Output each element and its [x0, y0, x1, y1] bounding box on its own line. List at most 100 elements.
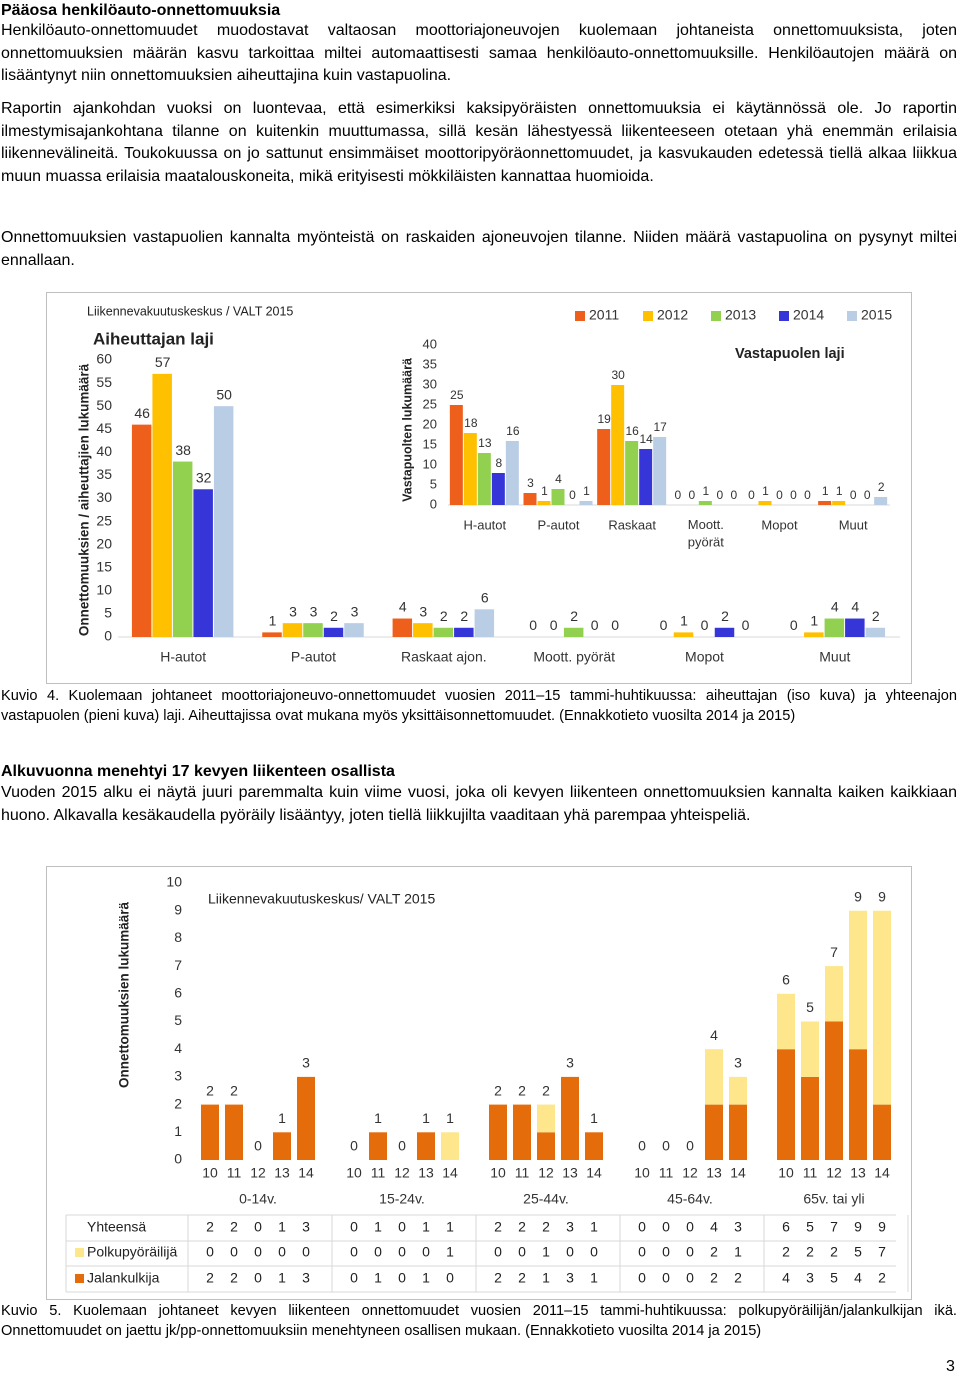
data-label: 0: [790, 617, 798, 633]
paragraph: Onnettomuuksien vastapuolien kannalta my…: [1, 229, 957, 269]
data-label: 2: [330, 608, 338, 624]
bar: [523, 493, 537, 505]
data-label: 1: [422, 1110, 430, 1126]
legend-swatch: [75, 1274, 84, 1283]
group-label: 65v. tai yli: [803, 1191, 864, 1207]
data-label: 1: [374, 1110, 382, 1126]
data-label: 50: [216, 386, 232, 402]
data-label: 4: [831, 599, 839, 615]
bar: [262, 632, 282, 637]
bar: [563, 627, 584, 637]
table-cell: 0: [494, 1244, 502, 1260]
data-label: 4: [399, 599, 407, 615]
x-tick-label: 14: [442, 1165, 458, 1181]
heading: Alkuvuonna menehtyi 17 kevyen liikenteen…: [1, 763, 395, 780]
bar-segment: [513, 1104, 531, 1160]
data-label: 3: [302, 1055, 310, 1071]
data-label: 0: [638, 1138, 646, 1154]
chart-title: Vastapuolen laji: [735, 346, 845, 362]
table-cell: 0: [566, 1244, 574, 1260]
bar-segment: [705, 1049, 723, 1105]
table-cell: 4: [710, 1219, 718, 1235]
bar: [625, 441, 639, 505]
table-cell: 0: [278, 1244, 286, 1260]
data-label: 2: [460, 608, 468, 624]
data-label: 0: [611, 617, 619, 633]
table-cell: 9: [878, 1219, 886, 1235]
x-tick-label: 14: [874, 1165, 890, 1181]
bar: [653, 437, 667, 505]
y-axis-label: Vastapuolten lukumäärä: [400, 358, 414, 502]
x-tick-label: 12: [826, 1165, 842, 1181]
table-cell: 3: [806, 1270, 814, 1286]
data-label: 0: [804, 488, 811, 502]
table-cell: 2: [206, 1270, 214, 1286]
x-tick-label: Moott. pyörät: [688, 517, 725, 550]
y-tick-label: 10: [96, 582, 112, 598]
table-cell: 2: [782, 1244, 790, 1260]
x-tick-label: Mopot: [685, 649, 724, 665]
table-cell: 0: [686, 1270, 694, 1286]
x-tick-label: H-autot: [464, 517, 507, 532]
y-tick-label: 15: [96, 558, 112, 574]
x-tick-label: 10: [778, 1165, 794, 1181]
bar-segment: [777, 1049, 795, 1160]
bar: [551, 489, 565, 505]
paragraph: Henkilöauto-onnettomuudet muodostavat va…: [1, 22, 957, 85]
table-cell: 1: [542, 1244, 550, 1260]
figure-frame: [46, 866, 912, 1300]
table-cell: 0: [254, 1219, 262, 1235]
data-label: 0: [660, 617, 668, 633]
bar: [454, 627, 474, 637]
table-cell: 1: [542, 1270, 550, 1286]
x-tick-label: 13: [706, 1165, 722, 1181]
table-cell: 0: [206, 1244, 214, 1260]
x-tick-label: H-autot: [160, 649, 206, 665]
paragraph: Raportin ajankohdan vuoksi on luontevaa,…: [1, 100, 957, 185]
bar-segment: [489, 1104, 507, 1160]
x-tick-label: 12: [250, 1165, 266, 1181]
table-cell: 1: [374, 1270, 382, 1286]
bar-segment: [417, 1132, 435, 1160]
table-cell: 1: [422, 1270, 430, 1286]
data-label: 9: [854, 888, 862, 904]
data-label: 46: [134, 405, 150, 421]
y-tick-label: 5: [430, 476, 437, 491]
table-cell: 2: [830, 1244, 838, 1260]
table-cell: 0: [350, 1270, 358, 1286]
data-label: 0: [529, 617, 537, 633]
y-tick-label: 25: [423, 396, 437, 411]
table-cell: 5: [806, 1219, 814, 1235]
figure-5: Liikennevakuutuskeskus/ VALT 2015 Onnetto…: [46, 866, 912, 1300]
x-tick-label: 11: [515, 1165, 530, 1181]
table-cell: 2: [494, 1270, 502, 1286]
data-label: 1: [278, 1110, 286, 1126]
y-tick-label: 5: [174, 1012, 182, 1028]
y-tick-label: 0: [104, 628, 112, 644]
y-tick-label: 7: [174, 957, 182, 973]
data-label: 14: [639, 432, 653, 446]
bar-segment: [873, 910, 891, 1105]
legend-label: 2013: [725, 307, 756, 323]
legend-swatch: [75, 1248, 84, 1257]
bar: [491, 473, 505, 505]
table-cell: 2: [230, 1270, 238, 1286]
table-cell: 3: [566, 1270, 574, 1286]
bar-segment: [225, 1104, 243, 1160]
y-tick-label: 4: [174, 1040, 182, 1056]
table-cell: 2: [494, 1219, 502, 1235]
data-label: 0: [776, 488, 783, 502]
bar-segment: [273, 1132, 291, 1160]
source: Liikennevakuutuskeskus/ VALT 2015: [208, 891, 435, 907]
y-tick-label: 3: [174, 1068, 182, 1084]
data-label: 30: [611, 368, 625, 382]
data-label: 57: [155, 354, 171, 370]
bar-segment: [369, 1132, 387, 1160]
bar: [832, 501, 846, 505]
table-cell: 1: [734, 1244, 742, 1260]
table-cell: 1: [422, 1219, 430, 1235]
data-label: 2: [872, 608, 880, 624]
bar-segment: [585, 1132, 603, 1160]
bar-segment: [801, 1076, 819, 1160]
